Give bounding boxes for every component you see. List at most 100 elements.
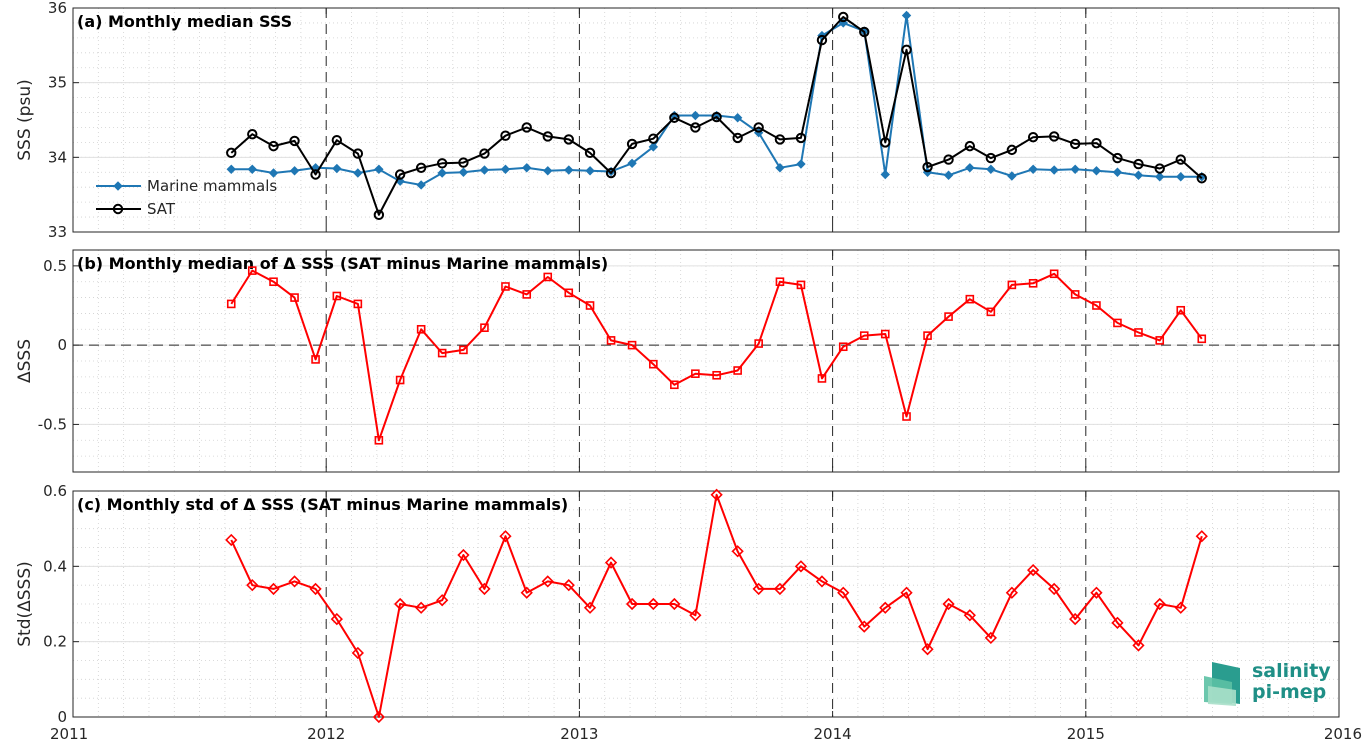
data-point (627, 158, 637, 169)
data-point (499, 530, 512, 543)
data-point (416, 324, 426, 334)
data-point (1155, 172, 1165, 182)
data-point (689, 609, 702, 622)
data-point (247, 128, 258, 140)
data-point (1070, 164, 1080, 174)
data-point (437, 168, 447, 178)
data-point (541, 575, 554, 588)
data-point (1154, 163, 1165, 174)
data-point (290, 293, 299, 302)
data-point (1197, 334, 1207, 344)
series-marine-mammals (226, 10, 1207, 190)
data-point (754, 339, 763, 348)
data-point (668, 597, 681, 611)
data-point (1006, 144, 1018, 156)
minor-grid (73, 250, 1339, 472)
data-point (815, 575, 829, 588)
data-point (625, 597, 639, 611)
data-point (1112, 167, 1123, 177)
data-point (1176, 172, 1186, 182)
data-point (522, 290, 532, 299)
data-point (752, 582, 765, 596)
x-tick-label: 2013 (560, 725, 598, 743)
data-point (1176, 305, 1186, 315)
data-point (1111, 616, 1124, 629)
data-point (731, 545, 744, 558)
data-point (479, 165, 490, 175)
data-point (943, 170, 954, 180)
data-point (1091, 166, 1102, 176)
data-point (796, 280, 806, 290)
data-point (1048, 131, 1060, 142)
data-point (332, 163, 342, 174)
data-point (1175, 154, 1186, 165)
data-point (1196, 173, 1207, 184)
data-point (458, 157, 469, 168)
data-point (648, 142, 659, 152)
data-point (1155, 336, 1165, 345)
data-point (986, 307, 996, 317)
data-point (310, 169, 321, 180)
data-point (372, 710, 385, 724)
data-point (1028, 278, 1038, 288)
legend-label: SAT (147, 200, 176, 218)
data-point (880, 169, 890, 180)
data-point (500, 164, 511, 174)
data-point (331, 134, 343, 146)
data-point (415, 162, 427, 173)
data-point (858, 620, 871, 633)
y-tick-label: -0.5 (38, 415, 67, 433)
y-tick-label: 0.6 (43, 482, 67, 500)
y-tick-label: 35 (48, 74, 67, 92)
y-tick-label: 0.2 (43, 633, 67, 651)
data-point (1007, 171, 1017, 181)
data-point (353, 168, 363, 178)
data-point (879, 601, 892, 614)
data-point (374, 164, 384, 174)
data-point (710, 488, 723, 501)
data-point (691, 369, 700, 378)
data-point (606, 336, 616, 345)
series-delta-2 (225, 488, 1208, 724)
data-point (585, 166, 595, 176)
data-point (690, 122, 701, 133)
axes-box (72, 249, 1340, 473)
data-point (309, 582, 322, 596)
data-point (395, 375, 405, 385)
legend: Marine mammals SAT (96, 177, 277, 218)
y-tick-label: 0.5 (43, 257, 67, 275)
logo-mark-icon (1204, 662, 1240, 706)
data-point (1049, 165, 1059, 175)
data-point (775, 163, 785, 173)
data-point (817, 374, 827, 383)
data-point (542, 131, 553, 142)
data-point (543, 166, 553, 176)
data-point (1070, 290, 1080, 299)
data-point (268, 168, 279, 178)
data-point (649, 359, 658, 369)
axes-box (72, 490, 1340, 718)
data-point (1091, 137, 1102, 149)
data-point (1092, 301, 1101, 310)
data-point (1027, 131, 1039, 143)
series-line (230, 493, 1203, 718)
data-point (1132, 639, 1145, 652)
data-point (437, 348, 447, 358)
data-point (859, 331, 869, 340)
data-point (690, 110, 701, 121)
data-point (1153, 597, 1166, 611)
panel-title: (a) Monthly median SSS (77, 12, 292, 31)
data-point (246, 579, 259, 592)
data-point (965, 294, 975, 304)
data-point (647, 597, 660, 611)
data-point (584, 147, 596, 159)
data-point (1174, 601, 1187, 614)
data-point (268, 140, 279, 152)
data-point (269, 277, 278, 287)
axes-box (72, 7, 1340, 233)
data-point (775, 277, 785, 287)
legend-label: Marine mammals (147, 177, 277, 195)
data-point (733, 366, 742, 375)
data-point (1005, 586, 1019, 599)
